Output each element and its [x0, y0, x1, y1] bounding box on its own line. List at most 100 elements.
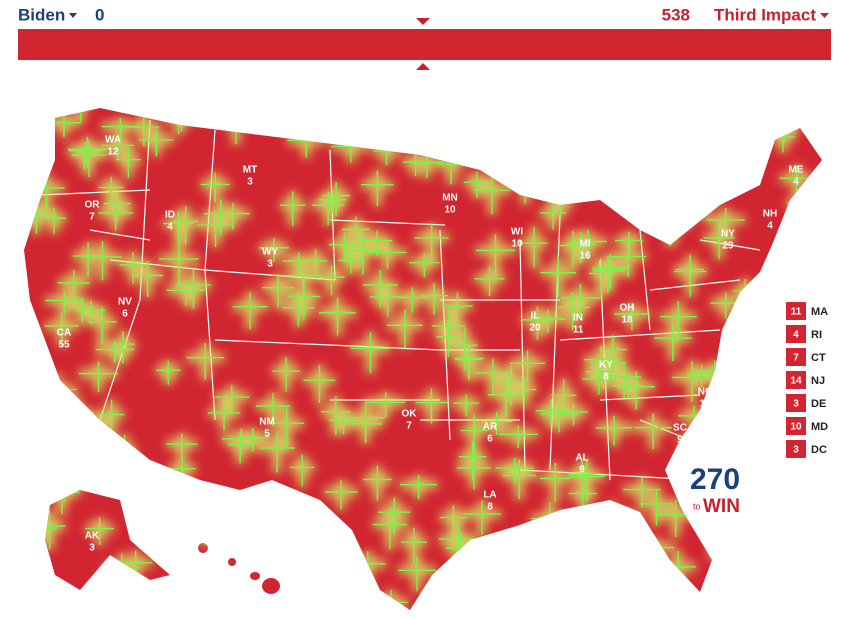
- logo-to: to: [693, 501, 701, 511]
- cross-halo: [560, 547, 588, 574]
- cross-halo: [545, 108, 586, 145]
- cross: [345, 401, 386, 442]
- cross: [372, 507, 408, 550]
- cross: [415, 388, 448, 424]
- state-shapes[interactable]: [24, 108, 822, 610]
- cross: [324, 480, 358, 510]
- state-box[interactable]: [786, 371, 806, 389]
- cross: [585, 360, 622, 389]
- cross: [781, 231, 807, 274]
- cross-halo: [708, 538, 747, 579]
- cross: [396, 287, 429, 313]
- state-box[interactable]: [786, 325, 806, 343]
- cross: [474, 358, 512, 395]
- cross-halo: [593, 502, 632, 539]
- cross: [644, 177, 680, 202]
- state-abbr: CT: [811, 352, 826, 364]
- cross: [540, 256, 577, 297]
- cross: [607, 509, 643, 533]
- cross: [203, 199, 238, 235]
- state-abbr: ID: [165, 210, 175, 221]
- cross: [701, 108, 731, 146]
- state-abbr: OR: [85, 200, 101, 211]
- cross-halo: [711, 154, 749, 182]
- state-abbr: KY: [599, 360, 613, 371]
- cross: [799, 212, 822, 252]
- cross: [535, 141, 563, 168]
- state-box[interactable]: [786, 417, 806, 435]
- state-votes: 10: [444, 205, 456, 216]
- cross: [741, 501, 775, 527]
- cross: [593, 502, 632, 539]
- state-abbr: MD: [811, 421, 828, 433]
- cross: [711, 154, 749, 182]
- cross: [287, 581, 327, 610]
- cross: [741, 437, 776, 473]
- cross: [747, 108, 776, 135]
- state-box[interactable]: [786, 440, 806, 458]
- cross: [757, 287, 786, 325]
- cross-halo: [535, 141, 563, 168]
- cross: [85, 517, 115, 546]
- cross: [706, 208, 745, 238]
- cross-halo: [116, 582, 154, 607]
- cross-halo: [299, 548, 336, 584]
- state-votes: 29: [722, 241, 734, 252]
- cross: [439, 505, 468, 536]
- state-abbr: IL: [531, 311, 540, 322]
- cross: [481, 412, 513, 435]
- state-abbr: SC: [673, 423, 687, 434]
- cross: [39, 402, 73, 429]
- state-box[interactable]: [786, 302, 806, 320]
- cross: [702, 147, 742, 177]
- cross: [454, 347, 483, 378]
- cross: [668, 108, 705, 135]
- cross-halo: [175, 578, 203, 603]
- state-votes: 15: [699, 399, 711, 410]
- cross-halo: [538, 558, 565, 591]
- cross: [535, 399, 567, 428]
- state-votes: 4: [793, 177, 799, 188]
- cross: [290, 454, 315, 487]
- cross: [175, 578, 203, 603]
- cross: [279, 191, 306, 227]
- cross-halo: [646, 586, 686, 610]
- cross: [319, 297, 357, 336]
- cross: [511, 377, 537, 408]
- state-abbr: WY: [262, 247, 278, 258]
- cross: [399, 108, 438, 132]
- cross-halo: [755, 442, 786, 468]
- cross: [583, 535, 624, 575]
- state-box[interactable]: [786, 394, 806, 412]
- right-candidate[interactable]: Third Impact: [714, 5, 816, 24]
- cross: [614, 231, 643, 254]
- left-candidate[interactable]: Biden: [18, 5, 65, 24]
- state-votes: 11: [573, 325, 584, 336]
- state-votes: 6: [487, 434, 493, 445]
- dropdown-arrow[interactable]: [69, 13, 77, 18]
- cross: [634, 413, 672, 449]
- state-box[interactable]: [786, 348, 806, 366]
- cross: [539, 201, 567, 230]
- cross: [128, 114, 159, 146]
- cross: [200, 172, 230, 202]
- state-abbr: ME: [789, 165, 804, 176]
- cross: [186, 342, 225, 380]
- state-abbr: RI: [811, 329, 822, 341]
- cross: [45, 291, 84, 315]
- cross: [269, 407, 304, 448]
- state-votes: 10: [511, 239, 523, 250]
- cross-halo: [799, 212, 822, 252]
- state-votes: 7: [406, 421, 412, 432]
- cross: [207, 401, 241, 431]
- cross: [706, 522, 747, 565]
- cross: [712, 373, 747, 403]
- cross: [560, 284, 601, 319]
- cross-halo: [193, 573, 229, 610]
- cross: [24, 504, 50, 545]
- left-votes: 0: [95, 5, 104, 24]
- dropdown-arrow[interactable]: [820, 13, 829, 18]
- cross: [566, 232, 596, 264]
- state-votes: 5: [264, 429, 270, 440]
